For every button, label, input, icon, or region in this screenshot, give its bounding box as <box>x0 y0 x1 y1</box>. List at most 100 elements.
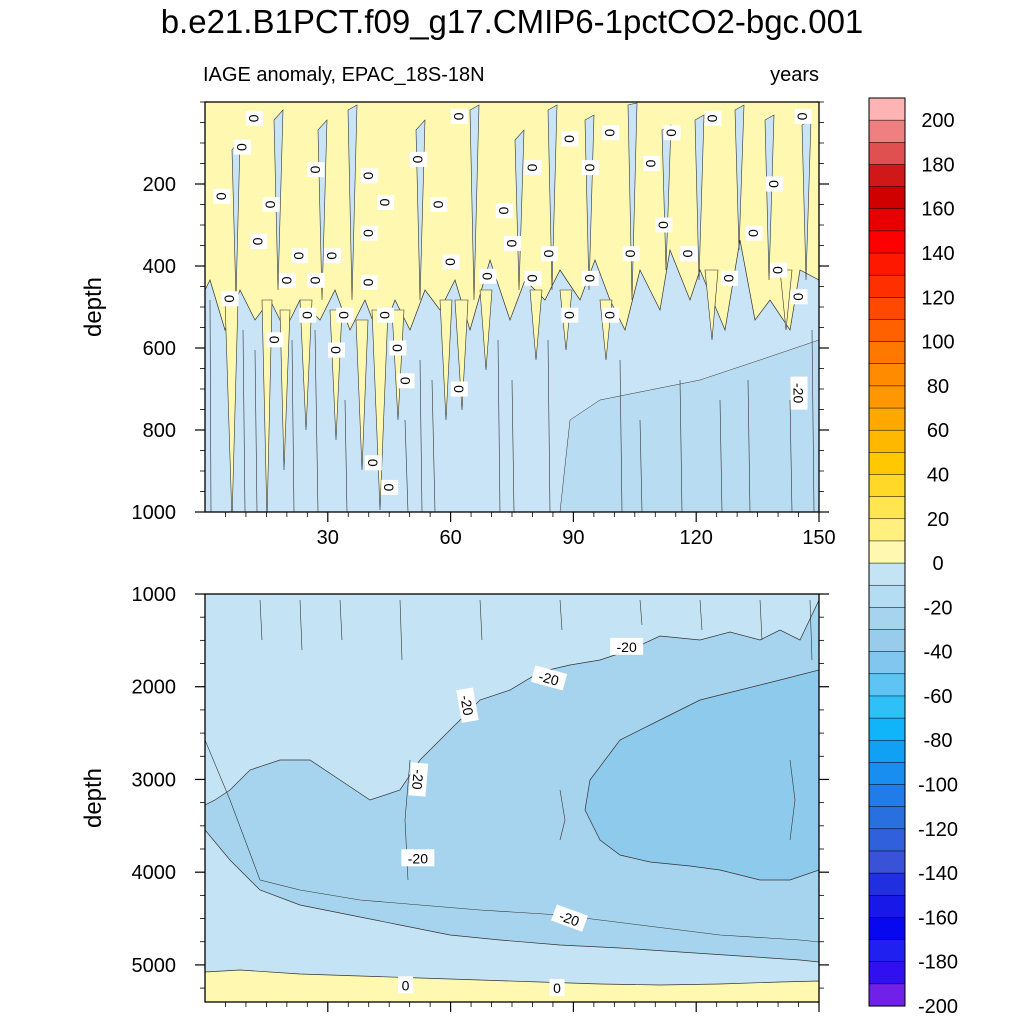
contour-label: 0 <box>233 139 251 155</box>
upper-contour-fill <box>205 102 819 512</box>
contour-label-bg <box>299 307 317 323</box>
contour-label: 0 <box>250 233 268 249</box>
contour-label: 0 <box>377 307 395 323</box>
contour-label-bg <box>602 125 620 141</box>
contour-label: 0 <box>291 248 309 264</box>
contour-label: 0 <box>663 125 681 141</box>
contour-label-text: 0 <box>655 221 671 229</box>
contour-label-bg <box>549 979 565 997</box>
contour-label-text: 0 <box>479 272 495 280</box>
upper-panel: IAGE anomaly, EPAC_18S-18N years <box>80 64 836 549</box>
upper-ylabel: depth <box>80 277 107 337</box>
contour-label-text: 0 <box>291 252 307 260</box>
contour-label-bg <box>643 156 661 171</box>
colorbar-label: -200 <box>918 996 958 1018</box>
colorbar-swatch <box>868 806 906 830</box>
contour-label: 0 <box>540 246 558 262</box>
contour-label-text: 0 <box>361 279 377 287</box>
contour-label-bg <box>530 665 568 691</box>
contour-label-text: 0 <box>234 143 250 151</box>
colorbar-swatch <box>868 961 906 985</box>
colorbar-swatch <box>868 97 906 121</box>
contour-label-text: 0 <box>451 385 467 393</box>
contour-label-text: 0 <box>377 311 393 319</box>
contour-label-text: 0 <box>381 484 397 492</box>
contour-label-text: 0 <box>246 115 262 123</box>
contour-label: 0 <box>364 455 382 471</box>
contour-label-text: 0 <box>766 180 782 188</box>
colorbar-swatch <box>868 297 906 321</box>
colorbar-frame <box>868 97 906 1007</box>
contour-label-bg <box>250 233 268 249</box>
contour-label-text: 0 <box>336 311 352 319</box>
colorbar-label: 20 <box>927 509 949 531</box>
colorbar-swatch <box>868 540 906 564</box>
contour-label-bg <box>561 307 579 323</box>
contour-label: 0 <box>262 197 280 212</box>
upper-left-label: IAGE anomaly, EPAC_18S-18N <box>203 64 485 86</box>
colorbar-label: -100 <box>918 775 958 797</box>
colorbar-label: -120 <box>918 819 958 841</box>
contour-label: 0 <box>770 262 788 278</box>
contour-label-text: 0 <box>213 192 229 200</box>
contour-label-text: 0 <box>561 135 577 143</box>
contour-label-bg <box>794 108 812 124</box>
y-tick-label: 1000 <box>132 584 177 606</box>
contour-label: 0 <box>278 272 296 288</box>
contour-label-text: 0 <box>524 274 540 282</box>
colorbar-swatch <box>868 651 906 675</box>
contour-label-bg <box>430 197 448 212</box>
colorbar-swatch <box>868 717 906 741</box>
contour-label-bg <box>456 687 479 723</box>
lower-ylabel: depth <box>80 768 107 828</box>
contour-label-text: 0 <box>504 240 520 248</box>
contour-label-bg <box>680 246 698 262</box>
colorbar-label: 140 <box>921 243 954 265</box>
contour-label: 0 <box>479 268 497 284</box>
contour-label-text: 0 <box>664 129 680 137</box>
colorbar-swatch <box>868 518 906 542</box>
contour-label-bg <box>442 254 460 270</box>
contour-label: 0 <box>398 976 414 994</box>
contour-label-text: 0 <box>602 311 618 319</box>
contour-label-bg <box>213 188 231 204</box>
contour-label-bg <box>327 342 345 358</box>
x-tick-label: 60 <box>439 527 461 549</box>
colorbar-swatch <box>868 695 906 719</box>
colorbar-swatch <box>868 142 906 165</box>
contour-label-text: -20 <box>537 668 561 689</box>
colorbar-swatch <box>868 584 906 608</box>
contour-label-bg <box>398 976 414 994</box>
contour-label-text: 0 <box>705 115 721 123</box>
colorbar-swatch <box>868 230 906 254</box>
contour-label: 0 <box>307 272 325 288</box>
contour-label-bg <box>307 162 325 178</box>
colorbar-label: 40 <box>927 464 949 486</box>
y-tick-label: 3000 <box>132 769 177 791</box>
contour-label-text: -20 <box>457 694 476 717</box>
y-tick-label: 4000 <box>132 862 177 884</box>
colorbar-label: 200 <box>921 110 954 132</box>
contour-label: -20 <box>610 637 644 655</box>
upper-right-label: years <box>770 64 819 86</box>
colorbar-swatch <box>868 452 906 476</box>
contour-label-text: 0 <box>443 258 459 266</box>
contour-label: 0 <box>213 188 231 204</box>
colorbar-label: 120 <box>921 287 954 309</box>
contour-label: 0 <box>680 246 698 262</box>
contour-label-text: -20 <box>616 639 636 655</box>
contour-label-bg <box>323 248 341 264</box>
contour-label: 0 <box>704 110 722 126</box>
colorbar-swatch <box>868 673 906 697</box>
contour-label-bg <box>381 479 399 495</box>
contour-label: 0 <box>561 307 579 323</box>
contour-label: 0 <box>561 131 579 147</box>
contour-label-bg <box>581 270 599 286</box>
contour-label-text: 0 <box>279 276 295 284</box>
contour-label: -20 <box>401 849 435 867</box>
contour-label: 0 <box>549 979 565 997</box>
contour-label-text: 0 <box>361 229 377 237</box>
contour-label-text: 0 <box>746 229 762 237</box>
contour-label: 0 <box>581 270 599 286</box>
contour-label-bg <box>364 455 382 471</box>
